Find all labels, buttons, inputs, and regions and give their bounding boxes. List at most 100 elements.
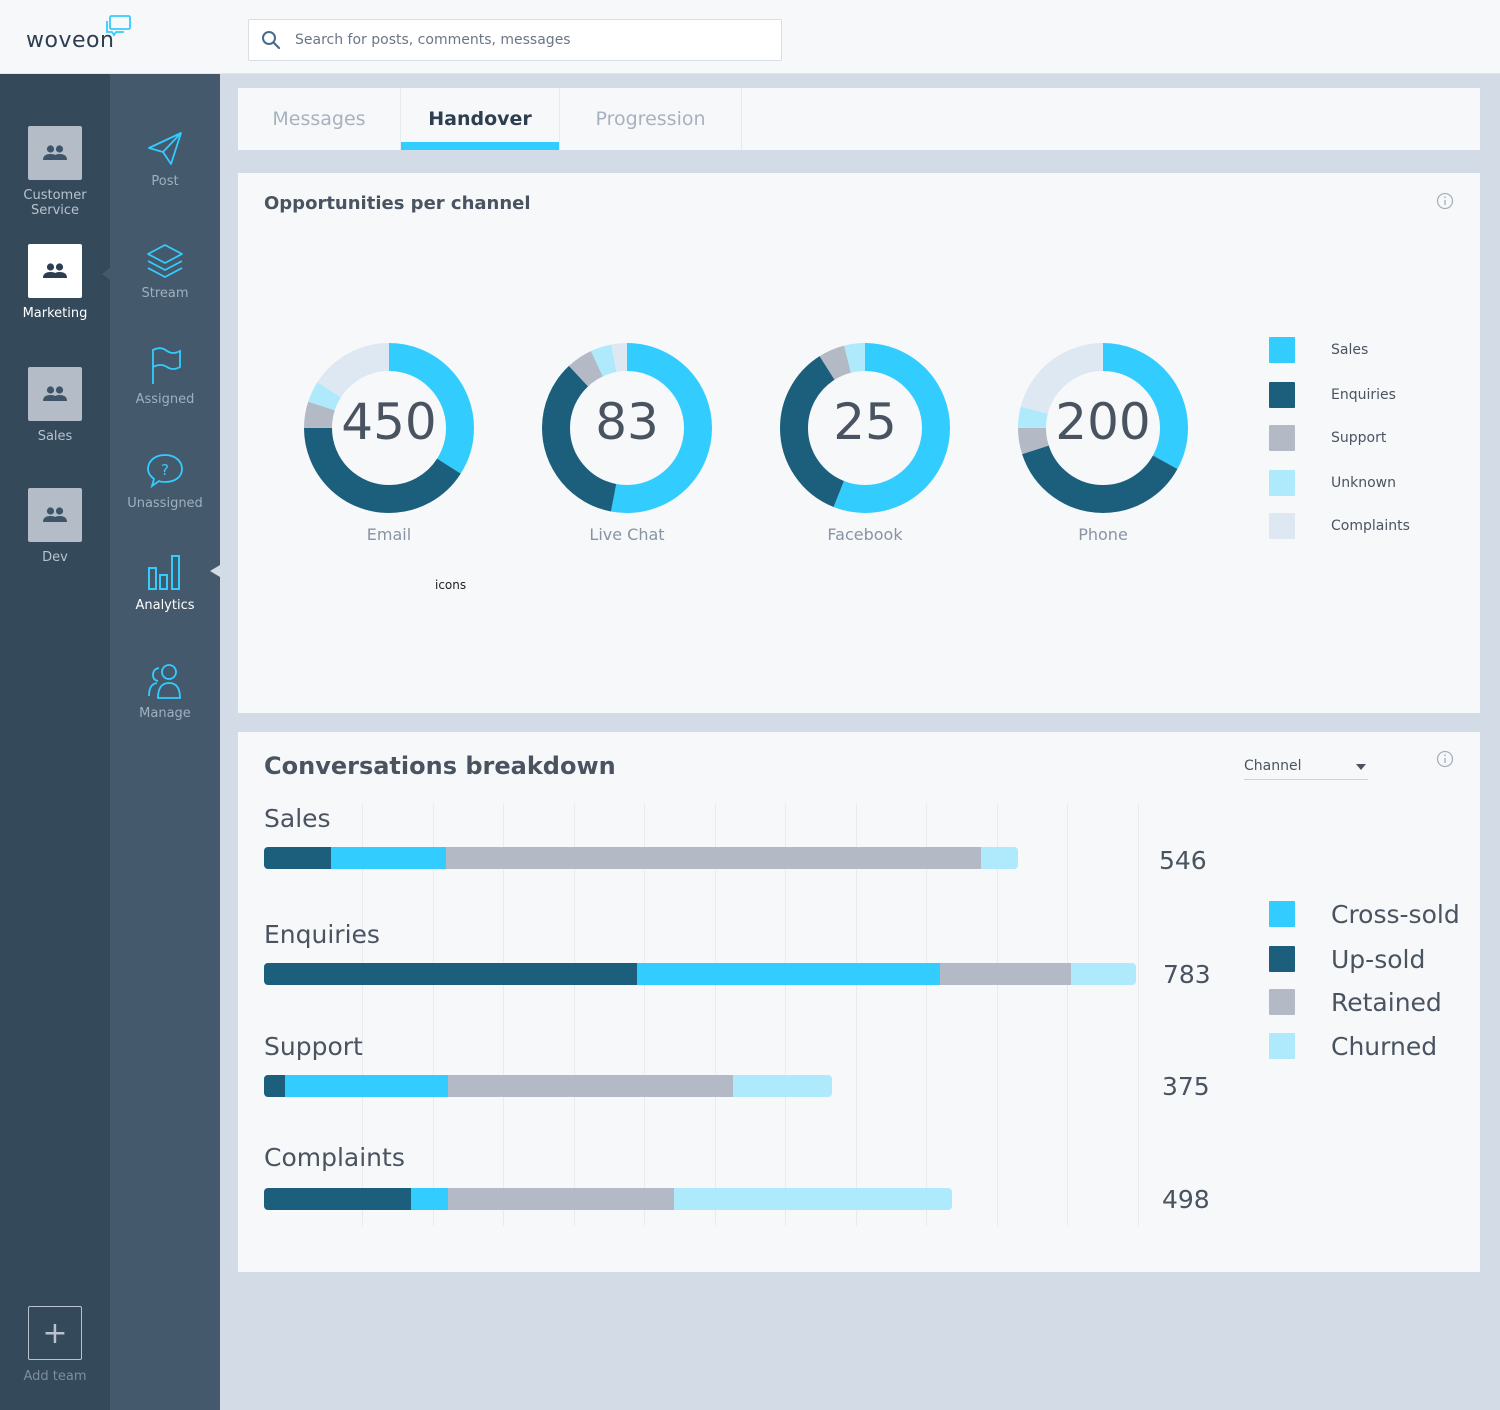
stacked-bar-enquiries[interactable] — [264, 963, 1137, 985]
donut-total: 450 — [341, 393, 437, 451]
legend-label: Enquiries — [1331, 387, 1396, 403]
donut-slice-complaints[interactable] — [304, 343, 474, 513]
info-icon[interactable] — [1436, 750, 1454, 768]
chat-bubbles-icon — [106, 15, 131, 37]
legend-swatch — [1269, 382, 1295, 408]
tab-handover[interactable]: Handover — [401, 88, 560, 150]
question-bubble-icon: ? — [147, 454, 183, 489]
donut-live-chat: 83 Live Chat — [542, 343, 712, 553]
bar-segment-up-sold[interactable] — [264, 1188, 411, 1210]
gridline — [362, 804, 363, 1226]
bar-segment-retained[interactable] — [939, 963, 1071, 985]
send-icon — [148, 132, 182, 165]
nav-item-assigned[interactable]: Assigned — [110, 346, 220, 407]
stacked-bar-complaints[interactable] — [264, 1188, 953, 1210]
donut-svg — [542, 343, 712, 513]
people-icon — [43, 386, 67, 401]
stacked-bar-sales[interactable] — [264, 847, 1018, 869]
donut-slice-complaints[interactable] — [542, 343, 712, 513]
donut-phone: 200 Phone — [1018, 343, 1188, 553]
donut-caption: Facebook — [827, 525, 903, 544]
bar-segment-cross-sold[interactable] — [637, 963, 940, 985]
bar-segment-churned[interactable] — [980, 847, 1018, 869]
donut-slice-complaints[interactable] — [1018, 343, 1188, 513]
donut-slice-enquiries[interactable] — [780, 343, 950, 513]
bar-segment-retained[interactable] — [446, 847, 981, 869]
donut-caption: Live Chat — [589, 525, 665, 544]
bar-segment-cross-sold[interactable] — [331, 847, 447, 869]
team-sales[interactable]: Sales — [0, 367, 110, 444]
legend-item-churned: Churned — [1269, 1032, 1437, 1061]
bar-segment-churned[interactable] — [732, 1075, 832, 1097]
legend-swatch — [1269, 337, 1295, 363]
donut-slice-unknown[interactable] — [780, 343, 950, 513]
gridline — [1067, 804, 1068, 1226]
bar-segment-cross-sold[interactable] — [410, 1188, 448, 1210]
svg-text:?: ? — [161, 461, 169, 479]
bar-segment-churned[interactable] — [674, 1188, 953, 1210]
bar-segment-retained[interactable] — [447, 1188, 675, 1210]
bar-segment-churned[interactable] — [1070, 963, 1137, 985]
card-title: Conversations breakdown — [264, 752, 616, 780]
gridline — [1137, 804, 1139, 1226]
plus-icon: + — [42, 1315, 68, 1351]
donut-svg — [304, 343, 474, 513]
tab-progression[interactable]: Progression — [560, 88, 742, 150]
nav-item-analytics[interactable]: Analytics — [110, 554, 220, 613]
nav-item-stream[interactable]: Stream — [110, 242, 220, 301]
nav-rail: Post Stream Assigned ? Unassigned Analyt… — [110, 74, 220, 1410]
donut-slice-enquiries[interactable] — [304, 343, 474, 513]
gridline — [503, 804, 504, 1226]
add-team-label: Add team — [23, 1369, 87, 1384]
donut-total: 83 — [595, 393, 659, 451]
logo[interactable]: woveon — [26, 28, 115, 53]
donut-slice-support[interactable] — [1018, 343, 1188, 513]
search-input[interactable] — [295, 20, 775, 60]
bar-segment-cross-sold[interactable] — [285, 1075, 448, 1097]
donut-svg — [780, 343, 950, 513]
nav-label: Unassigned — [127, 496, 203, 511]
search-icon — [262, 31, 281, 50]
channel-dropdown[interactable]: Channel — [1244, 758, 1368, 780]
team-tile — [28, 488, 82, 542]
team-label: Sales — [37, 429, 73, 444]
row-label: Sales — [264, 804, 331, 833]
legend-item-up-sold: Up-sold — [1269, 945, 1425, 974]
opportunities-card: Opportunities per channel 450 Email 83 Live… — [238, 173, 1480, 713]
people-icon — [43, 507, 67, 522]
team-dev[interactable]: Dev — [0, 488, 110, 565]
gridline — [573, 804, 575, 1226]
team-tile — [28, 367, 82, 421]
team-marketing[interactable]: Marketing — [0, 244, 110, 321]
bar-segment-up-sold[interactable] — [264, 847, 332, 869]
nav-label: Post — [151, 174, 179, 189]
legend-swatch — [1269, 425, 1295, 451]
bar-chart-icon — [148, 555, 180, 590]
bar-segment-retained[interactable] — [447, 1075, 733, 1097]
tab-messages[interactable]: Messages — [238, 88, 401, 150]
legend-label: Retained — [1331, 987, 1442, 1017]
info-icon[interactable] — [1436, 192, 1454, 210]
legend-swatch — [1269, 513, 1295, 539]
tab-bar: Messages Handover Progression — [238, 88, 1480, 150]
nav-label: Manage — [139, 706, 191, 721]
donut-slice-enquiries[interactable] — [542, 343, 712, 513]
nav-item-unassigned[interactable]: ? Unassigned — [110, 452, 220, 511]
dropdown-value: Channel — [1244, 758, 1302, 774]
team-label: Marketing — [22, 306, 88, 321]
add-team-button[interactable]: + — [28, 1306, 82, 1360]
gridline — [926, 804, 927, 1226]
legend-item-support: Support — [1269, 425, 1386, 451]
stacked-bar-support[interactable] — [264, 1075, 832, 1097]
nav-item-manage[interactable]: Manage — [110, 662, 220, 721]
nav-item-post[interactable]: Post — [110, 130, 220, 189]
bar-segment-up-sold[interactable] — [264, 1075, 286, 1097]
team-customer-service[interactable]: Customer Service — [0, 126, 110, 218]
stray-label: icons — [435, 578, 467, 592]
donut-slice-enquiries[interactable] — [1018, 343, 1188, 513]
team-label: Dev — [42, 550, 68, 565]
search-box[interactable] — [248, 19, 782, 61]
gridline — [785, 804, 786, 1226]
row-total: 498 — [1162, 1185, 1210, 1214]
bar-segment-up-sold[interactable] — [264, 963, 638, 985]
